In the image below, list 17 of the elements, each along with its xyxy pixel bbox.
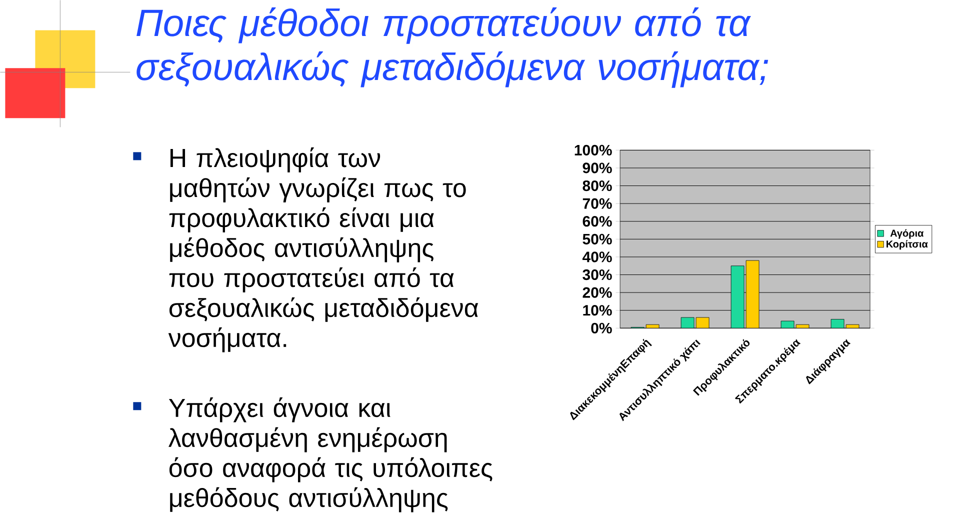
y-tick-label: 20%	[582, 287, 612, 298]
text: Υπάρχει άγνοια και λανθασμένη ενημέρωση όσο αναφορά τις υπόλοιπες μεθόδους αντισύλληψης	[168, 397, 492, 512]
y-tick-label: 30%	[582, 269, 612, 280]
y-tick-label: 100%	[574, 144, 612, 156]
y-tick-label: 60%	[582, 216, 612, 227]
y-tick-label: 10%	[583, 304, 612, 316]
text: Η πλειοψηφία των μαθητών γνωρίζει πως το προφυλακτικό είναι μια μέθοδος αντισύλληψης που προστατεύει από τα σεξουαλικώς μεταδιδόμενα νοσήματα.	[168, 147, 478, 352]
legend-label: Αγόρια	[890, 229, 924, 239]
y-tick-label: 0%	[591, 322, 612, 334]
legend-label: Κορίτσια	[886, 240, 928, 250]
y-tick-label: 90%	[582, 162, 612, 174]
y-tick-label: 80%	[582, 180, 612, 192]
chart-title: Ποιες μέθοδοι προστατεύουν από τα σεξουαλικώς μεταδιδόμενα νοσήματα;	[136, 7, 768, 88]
y-tick-label: 70%	[582, 198, 612, 209]
y-tick-label: 50%	[582, 234, 612, 244]
y-tick-label: 40%	[582, 252, 612, 262]
bar	[746, 260, 760, 328]
